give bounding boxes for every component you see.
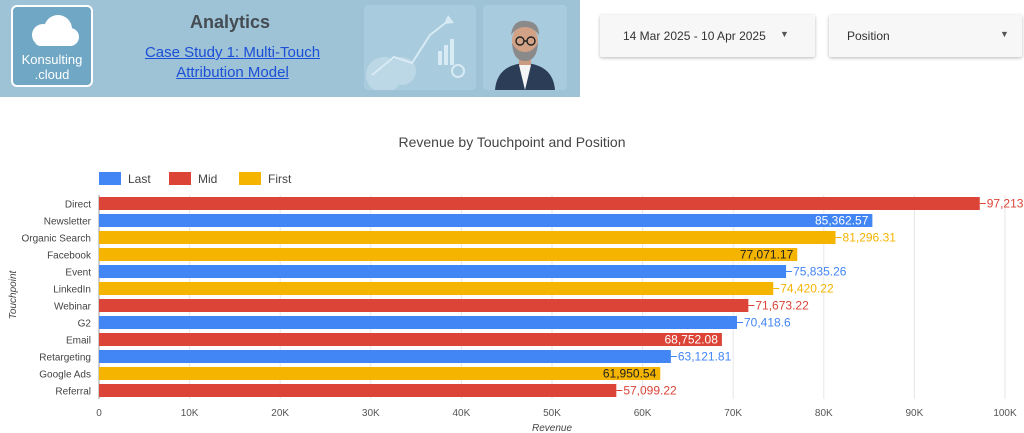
chevron-down-icon: ▼ xyxy=(1000,29,1009,39)
legend-label-first: First xyxy=(268,172,292,186)
x-tick-label: 0 xyxy=(96,408,102,419)
data-label: 57,099.22 xyxy=(623,384,677,398)
data-label: 61,950.54 xyxy=(603,367,657,381)
position-filter-dropdown[interactable]: Position ▼ xyxy=(829,15,1022,57)
legend-swatch-last xyxy=(99,172,121,185)
data-label: 74,420.22 xyxy=(780,282,834,296)
bar xyxy=(99,333,722,346)
legend-label-last: Last xyxy=(128,172,151,186)
x-tick-label: 80K xyxy=(815,408,833,419)
logo-text-line2: .cloud xyxy=(34,67,70,82)
x-tick-label: 70K xyxy=(724,408,742,419)
x-tick-label: 90K xyxy=(906,408,924,419)
data-label: 70,418.6 xyxy=(744,316,791,330)
y-tick-label: Retargeting xyxy=(39,353,91,364)
x-tick-label: 30K xyxy=(362,408,380,419)
bar xyxy=(99,231,836,244)
page-title: Analytics xyxy=(189,12,271,32)
bar xyxy=(99,282,774,295)
cloud-icon xyxy=(32,15,79,46)
y-tick-label: Event xyxy=(65,268,91,279)
date-range-selector[interactable]: 14 Mar 2025 - 10 Apr 2025 ▼ xyxy=(600,15,815,57)
y-tick-label: Referral xyxy=(55,387,91,398)
person-avatar-icon xyxy=(495,20,555,90)
bar xyxy=(99,384,617,397)
konsulting-logo[interactable]: Konsulting .cloud xyxy=(11,5,93,87)
y-axis-title: Touchpoint xyxy=(8,270,19,320)
y-tick-label: Facebook xyxy=(47,251,92,262)
data-label: 63,121.81 xyxy=(678,350,732,364)
analytics-growth-image xyxy=(364,5,476,90)
bar xyxy=(99,367,661,380)
x-tick-label: 60K xyxy=(634,408,652,419)
logo-text-line1: Konsulting xyxy=(21,52,83,67)
y-tick-label: Organic Search xyxy=(22,234,91,245)
x-tick-label: 100K xyxy=(993,408,1017,419)
bar xyxy=(99,197,980,210)
bar xyxy=(99,350,671,363)
y-tick-label: LinkedIn xyxy=(53,285,91,296)
y-tick-label: Newsletter xyxy=(44,217,92,228)
data-label: 85,362.57 xyxy=(815,214,869,228)
legend-swatch-first xyxy=(239,172,261,185)
legend-label-mid: Mid xyxy=(198,172,217,186)
bar xyxy=(99,316,737,329)
consultant-avatar xyxy=(483,5,567,90)
y-tick-label: Google Ads xyxy=(39,370,91,381)
bar xyxy=(99,214,873,227)
bar xyxy=(99,265,787,278)
y-tick-label: Webinar xyxy=(54,302,92,313)
chevron-down-icon: ▼ xyxy=(780,29,789,39)
chart-title: Revenue by Touchpoint and Position xyxy=(398,134,625,150)
date-range-value: 14 Mar 2025 - 10 Apr 2025 xyxy=(623,29,766,43)
bar xyxy=(99,299,749,312)
bar xyxy=(99,248,798,261)
data-label: 97,213 xyxy=(987,197,1024,211)
legend-swatch-mid xyxy=(169,172,191,185)
data-label: 68,752.08 xyxy=(665,333,719,347)
growth-chart-icon xyxy=(366,15,465,90)
x-axis-title: Revenue xyxy=(532,423,572,433)
x-tick-label: 10K xyxy=(181,408,199,419)
y-tick-label: Email xyxy=(66,336,91,347)
y-tick-label: Direct xyxy=(65,200,91,211)
data-label: 71,673.22 xyxy=(755,299,809,313)
case-study-link[interactable]: Case Study 1: Multi-Touch Attribution Mo… xyxy=(110,43,355,83)
data-label: 81,296.31 xyxy=(843,231,897,245)
position-filter-value: Position xyxy=(847,29,890,43)
y-tick-label: G2 xyxy=(78,319,92,330)
case-study-line1: Case Study 1: Multi-Touch xyxy=(144,44,321,61)
header-banner: Konsulting .cloud Analytics Case Study 1… xyxy=(0,0,580,97)
x-tick-label: 40K xyxy=(453,408,471,419)
data-label: 75,835.26 xyxy=(793,265,847,279)
case-study-line2: Attribution Model xyxy=(176,64,289,81)
x-tick-label: 20K xyxy=(271,408,289,419)
data-label: 77,071.17 xyxy=(740,248,794,262)
x-tick-label: 50K xyxy=(543,408,561,419)
